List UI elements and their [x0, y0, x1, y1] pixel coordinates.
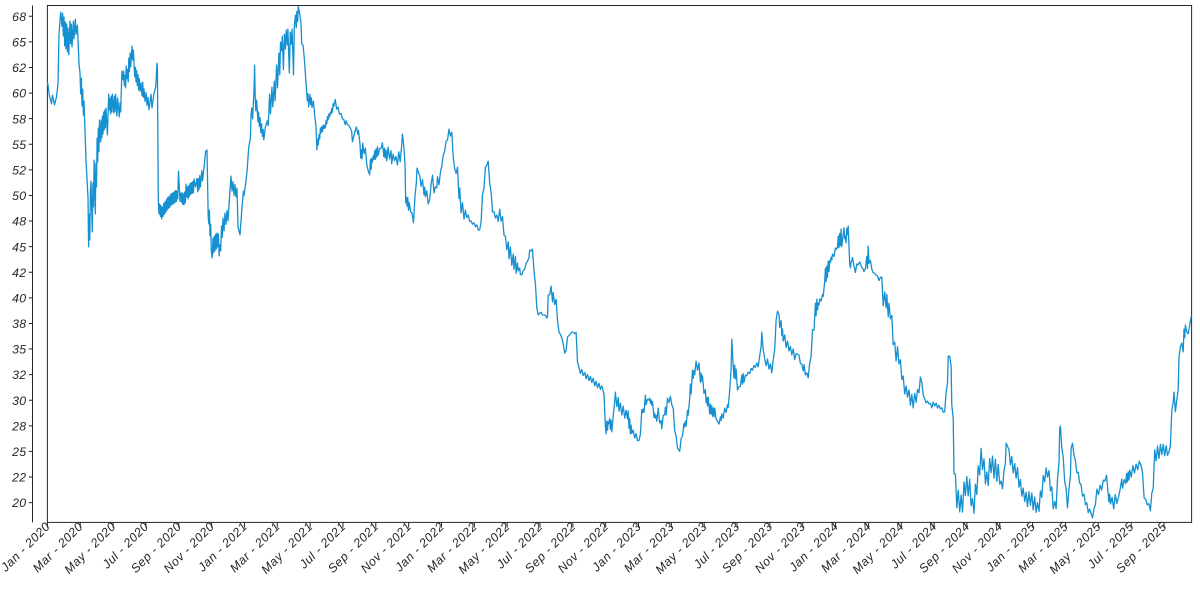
- svg-text:35: 35: [12, 343, 26, 357]
- svg-text:62: 62: [12, 61, 26, 75]
- svg-text:28: 28: [11, 419, 26, 433]
- svg-text:40: 40: [12, 291, 26, 305]
- svg-text:65: 65: [12, 35, 26, 49]
- svg-text:50: 50: [12, 189, 26, 203]
- svg-text:55: 55: [12, 138, 26, 152]
- svg-text:42: 42: [12, 266, 26, 280]
- svg-text:58: 58: [12, 112, 26, 126]
- svg-text:20: 20: [11, 496, 26, 510]
- svg-text:30: 30: [12, 394, 26, 408]
- svg-text:45: 45: [12, 240, 26, 254]
- svg-text:38: 38: [12, 317, 26, 331]
- svg-text:25: 25: [11, 445, 26, 459]
- svg-text:68: 68: [12, 10, 26, 24]
- svg-text:60: 60: [12, 87, 26, 101]
- svg-text:48: 48: [12, 215, 26, 229]
- svg-text:32: 32: [12, 368, 26, 382]
- svg-text:22: 22: [11, 471, 26, 485]
- svg-text:52: 52: [12, 163, 26, 177]
